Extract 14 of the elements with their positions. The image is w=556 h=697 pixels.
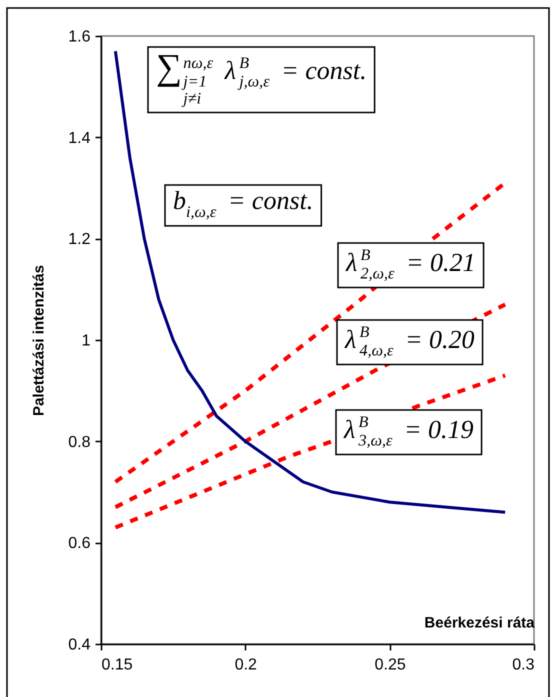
y-tick-label: 1.4 bbox=[68, 130, 91, 147]
x-tick-label: 0.15 bbox=[102, 656, 133, 674]
x-tick-label: 0.3 bbox=[512, 656, 535, 674]
y-tick-label: 0.6 bbox=[68, 535, 91, 552]
y-tick-label: 1.2 bbox=[68, 231, 91, 248]
y-tick-label: 0.8 bbox=[68, 434, 91, 451]
line-series bbox=[114, 50, 507, 514]
y-tick-label: 1 bbox=[82, 332, 91, 350]
x-tick-label: 0.2 bbox=[234, 656, 258, 674]
y-tick-label: 0.4 bbox=[68, 636, 91, 654]
x-axis-title: Beérkezési ráta bbox=[424, 614, 536, 632]
y-axis-title: Palettázási intenzitás bbox=[30, 265, 48, 416]
y-tick-label: 1.6 bbox=[68, 28, 91, 46]
x-tick-label: 0.25 bbox=[374, 656, 406, 674]
